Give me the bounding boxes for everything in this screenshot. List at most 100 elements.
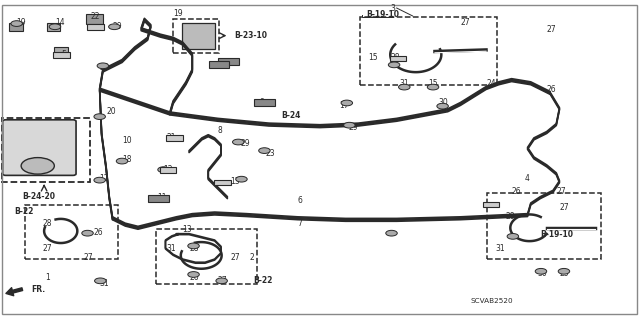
Text: 25: 25	[559, 269, 569, 278]
Text: 27: 27	[556, 187, 566, 196]
Bar	[47, 23, 60, 31]
Text: 18: 18	[122, 155, 132, 164]
Circle shape	[232, 139, 244, 145]
Circle shape	[388, 62, 400, 68]
Text: 16: 16	[218, 60, 227, 69]
Circle shape	[94, 114, 106, 120]
Text: 31: 31	[100, 279, 109, 288]
Text: B-22: B-22	[253, 276, 273, 285]
Bar	[160, 167, 176, 173]
Circle shape	[507, 234, 518, 239]
Text: 27: 27	[547, 25, 556, 34]
Text: 26: 26	[189, 272, 198, 281]
Circle shape	[437, 103, 449, 109]
Bar	[148, 195, 169, 202]
Text: 13: 13	[182, 225, 193, 234]
Bar	[214, 180, 230, 185]
Text: 12: 12	[100, 174, 109, 183]
Bar	[173, 19, 219, 53]
Bar	[54, 47, 68, 55]
Circle shape	[116, 158, 128, 164]
Circle shape	[344, 122, 355, 128]
Text: 13: 13	[230, 177, 240, 186]
Text: 30: 30	[438, 98, 448, 107]
Text: 27: 27	[218, 276, 227, 285]
Bar	[53, 52, 70, 58]
Bar	[25, 205, 118, 259]
Bar	[156, 229, 257, 284]
Text: 12: 12	[164, 165, 173, 174]
Circle shape	[49, 24, 61, 30]
Text: 29: 29	[100, 63, 109, 72]
Text: B-19-10: B-19-10	[540, 230, 573, 239]
Bar	[1, 118, 90, 182]
Bar	[390, 56, 406, 61]
Text: 15: 15	[429, 79, 438, 88]
Text: 26: 26	[547, 85, 556, 94]
Text: 23: 23	[266, 149, 275, 158]
Text: 19: 19	[173, 9, 183, 18]
Text: 22: 22	[90, 12, 100, 21]
Text: 31: 31	[495, 244, 505, 253]
Circle shape	[259, 148, 270, 153]
Bar	[360, 17, 497, 85]
Text: 6: 6	[298, 196, 303, 205]
Text: 29: 29	[349, 123, 358, 132]
Circle shape	[558, 269, 570, 274]
Text: 31: 31	[400, 79, 410, 88]
Circle shape	[399, 84, 410, 90]
Text: 1: 1	[45, 272, 50, 281]
Text: 29: 29	[240, 139, 250, 148]
Bar	[87, 24, 104, 30]
Text: FR.: FR.	[31, 285, 45, 293]
Text: B-24: B-24	[282, 111, 301, 120]
Circle shape	[236, 176, 247, 182]
Circle shape	[386, 230, 397, 236]
Text: 27: 27	[559, 203, 569, 211]
Text: 27: 27	[84, 254, 93, 263]
Bar	[254, 100, 275, 107]
Bar	[209, 61, 229, 68]
Text: 27: 27	[230, 254, 240, 263]
Text: 28: 28	[189, 244, 198, 253]
Circle shape	[95, 278, 106, 284]
Circle shape	[188, 243, 199, 249]
Text: SCVAB2520: SCVAB2520	[470, 298, 513, 304]
Text: 2: 2	[250, 254, 255, 263]
Text: 19: 19	[17, 19, 26, 27]
Circle shape	[82, 230, 93, 236]
Circle shape	[535, 269, 547, 274]
Text: 28: 28	[505, 212, 515, 221]
Bar	[166, 135, 182, 141]
Circle shape	[428, 84, 439, 90]
Text: 27: 27	[42, 244, 52, 253]
Text: B-23-10: B-23-10	[234, 31, 267, 40]
Circle shape	[158, 167, 170, 173]
Text: 28: 28	[390, 53, 400, 62]
Circle shape	[97, 63, 109, 69]
Circle shape	[188, 271, 199, 277]
Text: B-22: B-22	[15, 207, 34, 216]
Text: 7: 7	[298, 219, 303, 227]
Text: 14: 14	[55, 19, 65, 27]
Text: 27: 27	[461, 19, 470, 27]
Text: 17: 17	[339, 101, 349, 110]
Text: 9: 9	[259, 98, 264, 107]
Text: B-19-10: B-19-10	[366, 11, 399, 19]
Text: 10: 10	[122, 136, 132, 145]
Text: 15: 15	[368, 53, 378, 62]
Circle shape	[216, 278, 227, 284]
Text: 20: 20	[106, 108, 116, 116]
Text: 31: 31	[167, 244, 177, 253]
Bar	[9, 23, 23, 31]
Bar	[487, 194, 601, 259]
Circle shape	[21, 158, 54, 174]
Text: 28: 28	[42, 219, 52, 227]
Circle shape	[109, 24, 120, 30]
Text: 3: 3	[390, 4, 395, 13]
Text: B-24-20: B-24-20	[22, 191, 55, 201]
Text: 4: 4	[524, 174, 529, 183]
Text: 26: 26	[93, 228, 103, 237]
Text: 26: 26	[511, 187, 521, 196]
Bar	[218, 58, 239, 65]
